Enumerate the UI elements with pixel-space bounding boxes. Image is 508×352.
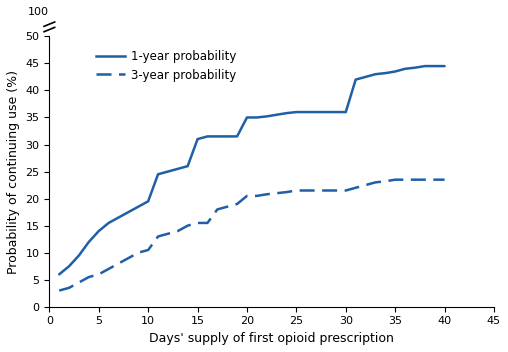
X-axis label: Days' supply of first opioid prescription: Days' supply of first opioid prescriptio… bbox=[149, 332, 394, 345]
Legend: 1-year probability, 3-year probability: 1-year probability, 3-year probability bbox=[91, 45, 241, 86]
Y-axis label: Probability of continuing use (%): Probability of continuing use (%) bbox=[7, 70, 20, 274]
Text: 100: 100 bbox=[28, 7, 49, 17]
